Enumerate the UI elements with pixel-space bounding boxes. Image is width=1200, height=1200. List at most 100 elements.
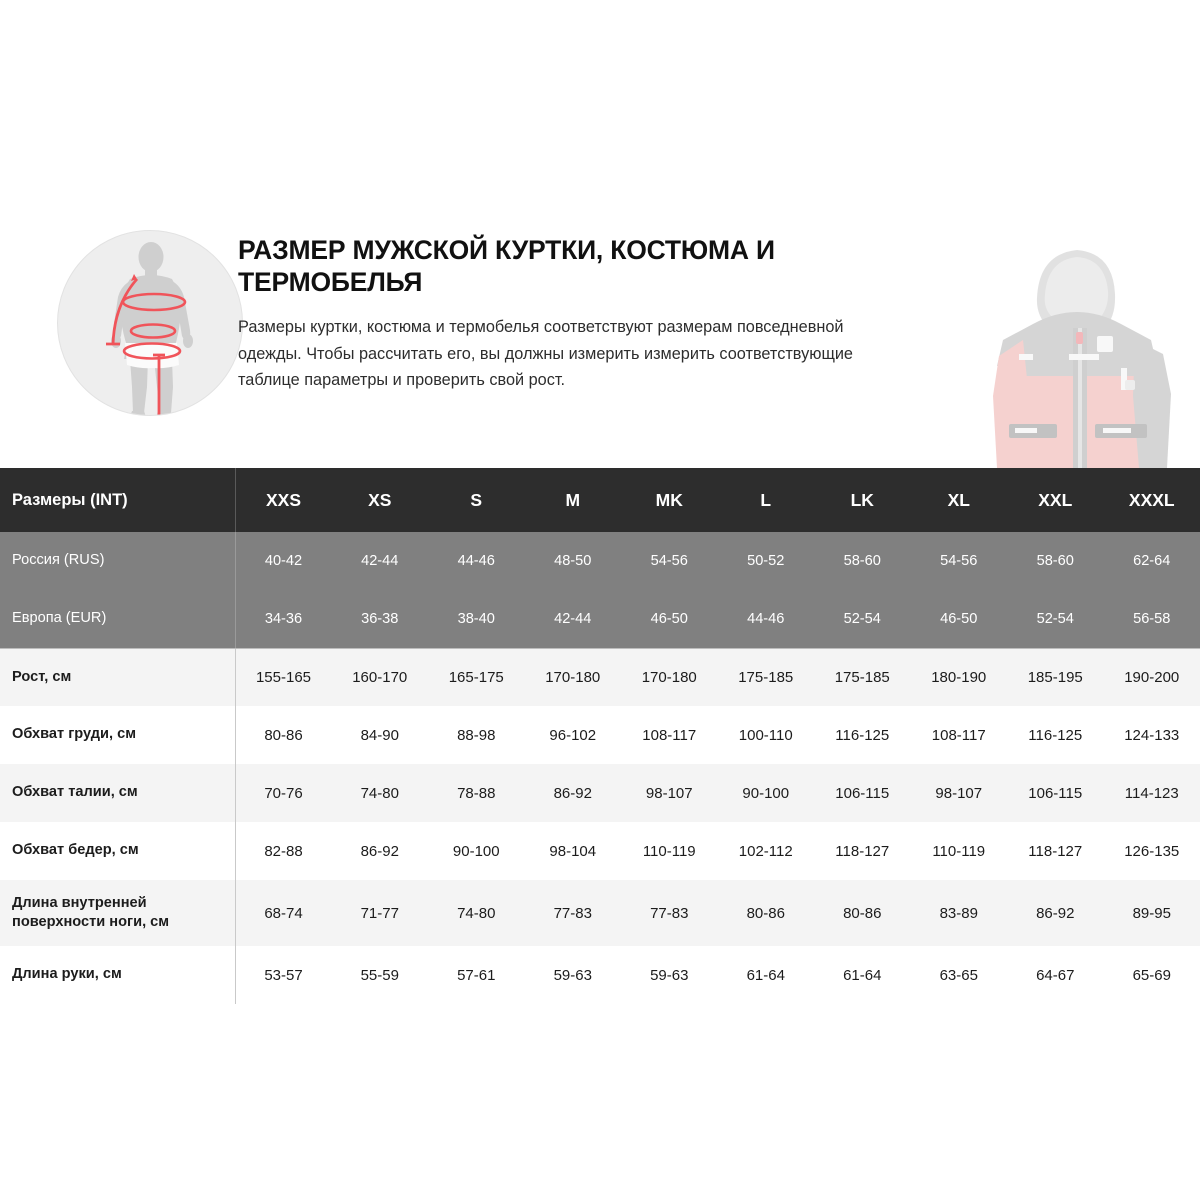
table-cell: 80-86: [814, 880, 911, 946]
row-label: Длина внутренней поверхности ноги, см: [0, 880, 236, 946]
table-cell: 84-90: [331, 706, 428, 764]
table-cell: 98-104: [524, 822, 621, 880]
table-cell: 74-80: [331, 764, 428, 822]
header-size-m: M: [524, 468, 621, 532]
table-row: Обхват груди, см 80-86 84-90 88-98 96-102 108…: [0, 706, 1200, 764]
row-label: Россия (RUS): [0, 532, 236, 590]
header-row: Размеры (INT) XXS XS S M MK L LK XL XXL …: [0, 468, 1200, 532]
table-cell: 44-46: [428, 532, 525, 590]
table-cell: 190-200: [1103, 648, 1200, 706]
table-cell: 110-119: [621, 822, 718, 880]
table-cell: 86-92: [1007, 880, 1104, 946]
table-cell: 90-100: [717, 764, 814, 822]
table-cell: 40-42: [235, 532, 332, 590]
table-cell: 124-133: [1103, 706, 1200, 764]
table-cell: 56-58: [1103, 590, 1200, 649]
size-chart-table: Размеры (INT) XXS XS S M MK L LK XL XXL …: [0, 468, 1200, 1004]
table-cell: 96-102: [524, 706, 621, 764]
table-cell: 108-117: [910, 706, 1007, 764]
table-cell: 59-63: [621, 946, 718, 1004]
header-size-mk: MK: [621, 468, 718, 532]
table-cell: 68-74: [235, 880, 332, 946]
table-cell: 126-135: [1103, 822, 1200, 880]
table-cell: 46-50: [910, 590, 1007, 649]
table-row: Длина внутренней поверхности ноги, см 68-…: [0, 880, 1200, 946]
table-cell: 48-50: [524, 532, 621, 590]
table-cell: 58-60: [814, 532, 911, 590]
row-label: Обхват груди, см: [0, 706, 236, 764]
header-size-l: L: [717, 468, 814, 532]
header-size-xl: XL: [910, 468, 1007, 532]
table-cell: 118-127: [814, 822, 911, 880]
table-cell: 42-44: [524, 590, 621, 649]
table-cell: 114-123: [1103, 764, 1200, 822]
table-cell: 98-107: [621, 764, 718, 822]
hero-section: РАЗМЕР МУЖСКОЙ КУРТКИ, КОСТЮМА И ТЕРМОБЕ…: [0, 222, 1200, 468]
header-size-s: S: [428, 468, 525, 532]
table-cell: 70-76: [235, 764, 332, 822]
table-cell: 52-54: [1007, 590, 1104, 649]
table-cell: 54-56: [910, 532, 1007, 590]
table-row: Рост, см 155-165 160-170 165-175 170-180 170-…: [0, 648, 1200, 706]
table-cell: 100-110: [717, 706, 814, 764]
table-cell: 82-88: [235, 822, 332, 880]
table-cell: 88-98: [428, 706, 525, 764]
table-cell: 102-112: [717, 822, 814, 880]
table-cell: 86-92: [331, 822, 428, 880]
table-cell: 42-44: [331, 532, 428, 590]
table-cell: 185-195: [1007, 648, 1104, 706]
header-size-xxxl: XXXL: [1103, 468, 1200, 532]
header-size-lk: LK: [814, 468, 911, 532]
header-size-xxs: XXS: [235, 468, 332, 532]
size-table: Размеры (INT) XXS XS S M MK L LK XL XXL …: [0, 468, 1200, 1004]
hero-text-block: РАЗМЕР МУЖСКОЙ КУРТКИ, КОСТЮМА И ТЕРМОБЕ…: [238, 234, 930, 393]
body-measurement-icon: [57, 230, 243, 416]
table-cell: 77-83: [524, 880, 621, 946]
table-cell: 175-185: [717, 648, 814, 706]
mens-jacket-photo: [985, 228, 1200, 468]
table-header: Размеры (INT) XXS XS S M MK L LK XL XXL …: [0, 468, 1200, 532]
table-cell: 74-80: [428, 880, 525, 946]
table-cell: 44-46: [717, 590, 814, 649]
table-cell: 78-88: [428, 764, 525, 822]
table-cell: 86-92: [524, 764, 621, 822]
table-cell: 64-67: [1007, 946, 1104, 1004]
table-cell: 71-77: [331, 880, 428, 946]
table-cell: 38-40: [428, 590, 525, 649]
table-row: Обхват талии, см 70-76 74-80 78-88 86-92 98-1…: [0, 764, 1200, 822]
table-cell: 54-56: [621, 532, 718, 590]
header-size-xxl: XXL: [1007, 468, 1104, 532]
row-label: Европа (EUR): [0, 590, 236, 649]
table-cell: 58-60: [1007, 532, 1104, 590]
table-cell: 118-127: [1007, 822, 1104, 880]
table-cell: 98-107: [910, 764, 1007, 822]
table-cell: 61-64: [814, 946, 911, 1004]
table-cell: 57-61: [428, 946, 525, 1004]
table-cell: 116-125: [1007, 706, 1104, 764]
table-cell: 160-170: [331, 648, 428, 706]
table-cell: 36-38: [331, 590, 428, 649]
table-cell: 83-89: [910, 880, 1007, 946]
table-cell: 62-64: [1103, 532, 1200, 590]
row-label: Длина руки, см: [0, 946, 236, 1004]
table-cell: 46-50: [621, 590, 718, 649]
row-label: Рост, см: [0, 648, 236, 706]
table-row: Длина руки, см 53-57 55-59 57-61 59-63 59-63 6…: [0, 946, 1200, 1004]
table-row: Европа (EUR) 34-36 36-38 38-40 42-44 46-50 44-…: [0, 590, 1200, 649]
page-description: Размеры куртки, костюма и термобелья соо…: [238, 318, 853, 389]
table-cell: 80-86: [235, 706, 332, 764]
table-body: Россия (RUS) 40-42 42-44 44-46 48-50 54-56 50-…: [0, 532, 1200, 1004]
table-cell: 110-119: [910, 822, 1007, 880]
table-cell: 175-185: [814, 648, 911, 706]
table-cell: 53-57: [235, 946, 332, 1004]
table-cell: 52-54: [814, 590, 911, 649]
table-cell: 108-117: [621, 706, 718, 764]
table-cell: 106-115: [1007, 764, 1104, 822]
table-cell: 170-180: [621, 648, 718, 706]
table-row: Россия (RUS) 40-42 42-44 44-46 48-50 54-56 50-…: [0, 532, 1200, 590]
row-label: Обхват бедер, см: [0, 822, 236, 880]
table-cell: 50-52: [717, 532, 814, 590]
table-cell: 180-190: [910, 648, 1007, 706]
table-cell: 77-83: [621, 880, 718, 946]
page-title: РАЗМЕР МУЖСКОЙ КУРТКИ, КОСТЮМА И ТЕРМОБЕ…: [238, 235, 775, 298]
